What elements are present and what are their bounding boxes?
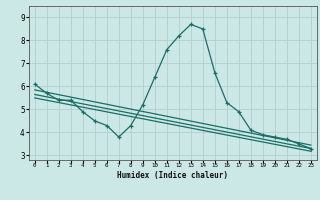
X-axis label: Humidex (Indice chaleur): Humidex (Indice chaleur) xyxy=(117,171,228,180)
